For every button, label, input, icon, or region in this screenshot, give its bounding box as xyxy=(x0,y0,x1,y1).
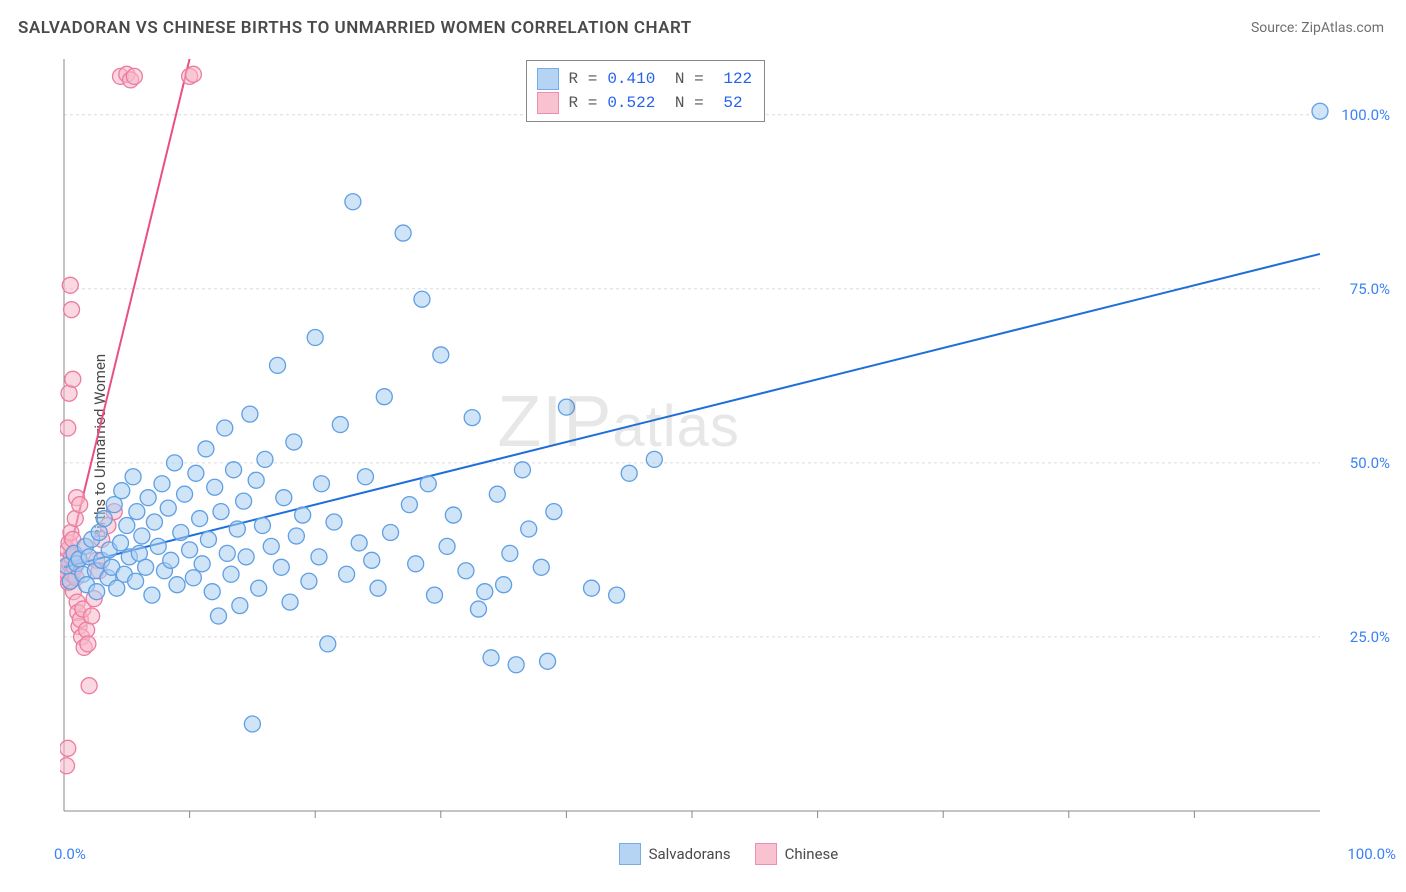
stat-r-label: R = xyxy=(569,67,598,91)
x-tick-label-min: 0.0% xyxy=(54,845,86,863)
y-tick-label: 50.0% xyxy=(1350,454,1390,472)
legend-swatch xyxy=(537,92,559,114)
stat-r-label: R = xyxy=(569,91,598,115)
legend-swatch xyxy=(755,843,777,865)
stat-n-value: 122 xyxy=(714,67,752,91)
legend-stats-row: R = 0.522 N = 52 xyxy=(537,91,753,115)
legend-item-label: Salvadorans xyxy=(649,845,731,863)
x-tick-label-max: 100.0% xyxy=(1347,845,1396,863)
source-label: Source: ZipAtlas.com xyxy=(1251,20,1384,36)
legend-item-label: Chinese xyxy=(785,845,839,863)
legend-item: Salvadorans xyxy=(619,843,731,865)
legend-item: Chinese xyxy=(755,843,839,865)
scatter-chart xyxy=(60,55,1390,835)
plot-area: ZIPatlas 25.0%50.0%75.0%100.0% 0.0% 100.… xyxy=(60,55,1390,835)
stat-r-value: 0.522 xyxy=(607,91,655,115)
stat-n-label: N = xyxy=(665,67,703,91)
stat-n-value: 52 xyxy=(714,91,743,115)
chart-title: SALVADORAN VS CHINESE BIRTHS TO UNMARRIE… xyxy=(18,18,692,38)
legend-swatch xyxy=(619,843,641,865)
legend-bottom: Salvadorans Chinese xyxy=(619,843,839,865)
legend-swatch xyxy=(537,68,559,90)
y-tick-label: 75.0% xyxy=(1350,280,1390,298)
y-tick-label: 100.0% xyxy=(1341,106,1390,124)
y-tick-label: 25.0% xyxy=(1350,628,1390,646)
stat-r-value: 0.410 xyxy=(607,67,655,91)
legend-stats-row: R = 0.410 N = 122 xyxy=(537,67,753,91)
stat-n-label: N = xyxy=(665,91,703,115)
legend-stats-box: R = 0.410 N = 122 R = 0.522 N = 52 xyxy=(526,60,766,122)
